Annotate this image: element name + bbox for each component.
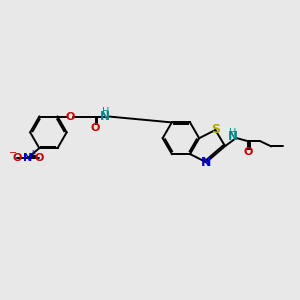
Text: N: N (23, 153, 33, 163)
Text: S: S (211, 124, 220, 136)
Text: O: O (12, 153, 22, 163)
Text: +: + (29, 149, 35, 158)
Text: O: O (91, 123, 100, 133)
Text: H: H (229, 128, 236, 138)
Text: −: − (9, 148, 17, 158)
Text: N: N (100, 110, 110, 123)
Text: O: O (243, 147, 252, 157)
Text: N: N (228, 130, 238, 143)
Text: O: O (34, 153, 44, 163)
Text: O: O (65, 112, 75, 122)
Text: N: N (201, 156, 211, 169)
Text: H: H (102, 106, 109, 116)
